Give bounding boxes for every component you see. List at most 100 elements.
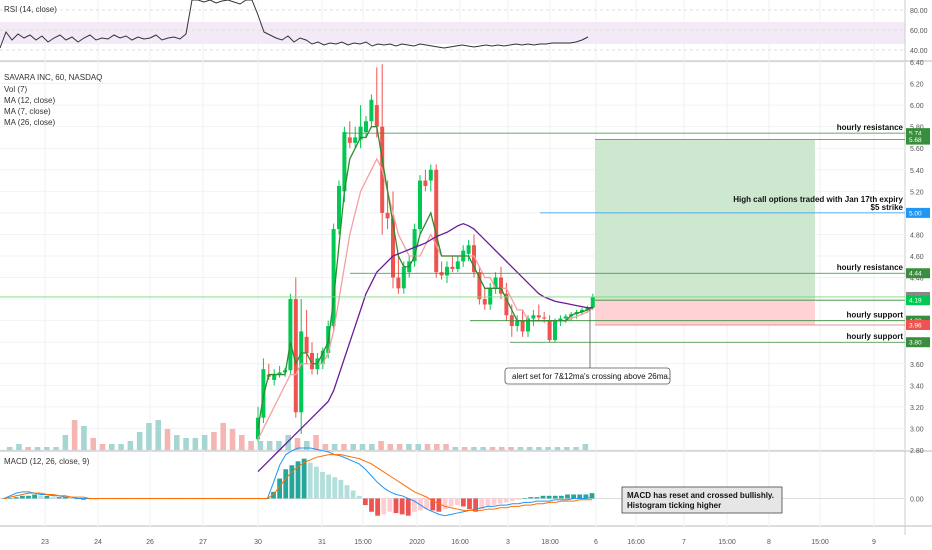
- level-name-label: hourly support: [847, 332, 904, 341]
- strike-note-line2: $5 strike: [871, 203, 904, 212]
- price-indicator-label: MA (26, close): [4, 118, 55, 127]
- macd-histogram-bar: [418, 498, 423, 511]
- candle-body: [401, 266, 406, 289]
- rsi-band: [0, 22, 905, 44]
- volume-bar: [34, 447, 41, 450]
- volume-bar: [536, 447, 542, 450]
- volume-bar: [573, 447, 579, 450]
- macd-histogram-bar: [320, 471, 325, 499]
- price-tick-label: 3.00: [910, 426, 924, 433]
- candle-body: [428, 169, 433, 181]
- x-tick-label: 15:00: [718, 539, 736, 546]
- strike-tag: [906, 207, 930, 218]
- macd-histogram-bar: [344, 485, 350, 499]
- macd-histogram-bar: [399, 498, 405, 515]
- macd-histogram-bar: [332, 477, 338, 499]
- candle-body: [320, 350, 325, 364]
- candle-body: [445, 266, 449, 276]
- macd-indicator-label: MACD (12, 26, close, 9): [4, 457, 90, 466]
- macd-histogram-bar: [479, 498, 485, 510]
- volume-bar: [304, 441, 310, 450]
- volume-bar: [406, 444, 412, 450]
- macd-histogram-bar: [491, 498, 497, 506]
- candle-body: [277, 372, 282, 375]
- macd-histogram-bar: [26, 495, 31, 499]
- x-tick-label: 26: [146, 539, 154, 546]
- volume-bar: [118, 444, 124, 450]
- candle-body: [347, 137, 352, 143]
- macd-histogram-bar: [522, 498, 528, 500]
- level-tag: [906, 295, 930, 306]
- x-tick-label: 31: [318, 539, 326, 546]
- candle-body: [434, 169, 439, 273]
- volume-bar: [434, 444, 440, 450]
- macd-histogram-bar: [56, 497, 62, 499]
- candle-body: [450, 266, 455, 269]
- volume-bar: [350, 444, 356, 450]
- macd-histogram-bar: [473, 498, 479, 512]
- candle-body: [547, 320, 552, 341]
- macd-histogram-bar: [442, 498, 448, 510]
- x-tick-label: 8: [767, 539, 771, 546]
- volume-bar: [71, 420, 78, 450]
- candle-body: [580, 309, 584, 313]
- volume-bar: [545, 447, 551, 450]
- candle-body: [391, 218, 395, 278]
- x-tick-label: 27: [199, 539, 207, 546]
- macd-histogram-bar: [19, 495, 25, 499]
- volume-bar: [99, 444, 106, 450]
- macd-histogram-bar: [534, 497, 540, 499]
- macd-note-box: [621, 486, 783, 514]
- macd-histogram-bar: [460, 498, 466, 507]
- macd-histogram-bar: [313, 466, 319, 499]
- macd-histogram-bar: [44, 495, 50, 499]
- candle-body: [310, 353, 314, 370]
- macd-histogram-bar: [509, 498, 515, 502]
- candle-body: [261, 369, 266, 418]
- level-tag: [906, 319, 930, 330]
- candle-body: [412, 229, 417, 262]
- rsi-indicator-label: RSI (14, close): [4, 5, 57, 14]
- volume-bar: [415, 444, 421, 450]
- macd-histogram-bar: [326, 474, 332, 499]
- candle-body: [531, 315, 536, 319]
- macd-histogram-bar: [283, 469, 289, 499]
- candle-body: [499, 277, 503, 294]
- candle-body: [563, 316, 568, 319]
- volume-bar: [387, 444, 394, 450]
- symbol-label: SAVARA INC, 60, NASDAQ: [4, 73, 102, 82]
- volume-bar: [554, 447, 561, 450]
- candle-body: [304, 336, 309, 353]
- candle-body: [288, 299, 293, 371]
- price-tick-label: 2.80: [910, 448, 924, 455]
- price-tick-label: 3.60: [910, 362, 924, 369]
- macd-histogram-bar: [589, 493, 595, 499]
- volume-bar: [517, 447, 524, 450]
- ma-26-line: [257, 222, 593, 473]
- volume-bar: [313, 435, 319, 450]
- macd-histogram-bar: [350, 490, 356, 499]
- volume-bar: [471, 447, 477, 450]
- macd-histogram-bar: [497, 498, 503, 504]
- macd-histogram-bar: [405, 498, 411, 516]
- price-tick-label: 3.20: [910, 405, 924, 412]
- x-tick-label: 6: [594, 539, 598, 546]
- macd-histogram-bar: [7, 498, 13, 500]
- volume-bar: [229, 429, 236, 450]
- volume-bar: [174, 435, 180, 450]
- candle-body: [396, 277, 401, 289]
- macd-histogram-bar: [393, 498, 399, 514]
- price-indicator-label: Vol (7): [4, 85, 27, 94]
- volume-bar: [6, 447, 13, 450]
- price-tick-label: 6.40: [910, 60, 924, 67]
- volume-bar: [378, 441, 384, 450]
- volume-bar: [452, 447, 459, 450]
- volume-bar: [480, 447, 486, 450]
- level-tag-text: 5.74: [909, 131, 922, 138]
- volume-bar: [341, 444, 347, 450]
- macd-histogram-bar: [516, 498, 521, 500]
- alert-note-text: alert set for 7&12ma's crossing above 26…: [512, 372, 670, 381]
- level-tag-text: 3.96: [909, 322, 922, 329]
